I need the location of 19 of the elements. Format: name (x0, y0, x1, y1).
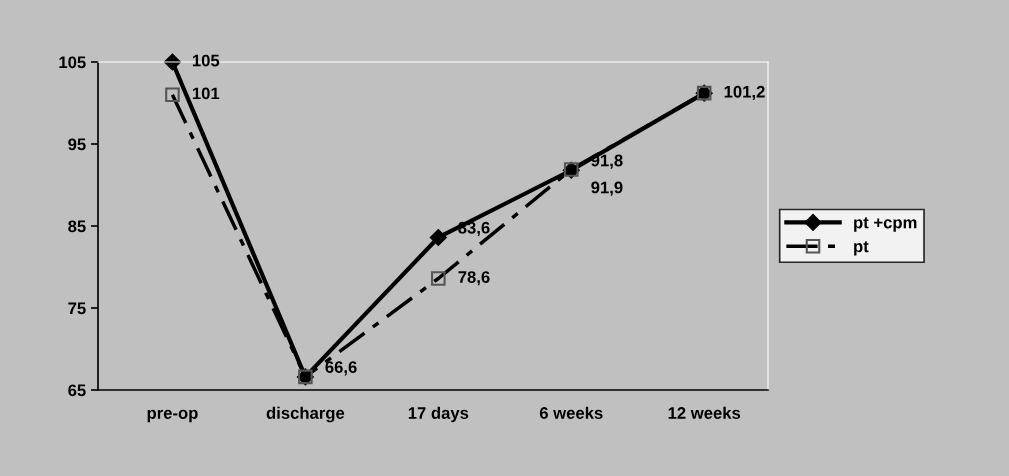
y-tick-label: 95 (68, 138, 86, 151)
point (429, 228, 447, 247)
x-tick-label: discharge (266, 406, 345, 423)
x-tick-label: 6 weeks (539, 406, 603, 419)
y-tick-label: 85 (68, 220, 86, 233)
data-label: 101 (192, 87, 220, 100)
x-tick-label: 12 weeks (668, 406, 741, 419)
y-tick-label: 75 (68, 302, 86, 315)
data-label: 78,6 (458, 271, 490, 286)
legend-label: pt +cpm (854, 217, 917, 232)
y-tick-label: 105 (59, 56, 86, 69)
legend-label: pt (854, 241, 869, 256)
data-label: 66,6 (325, 361, 357, 376)
data-label: 105 (192, 54, 220, 67)
y-tick-label: 65 (68, 384, 86, 397)
data-label: 101,2 (724, 85, 765, 101)
x-tick-label: 17 days (408, 406, 469, 423)
x-tick-label: pre-op (147, 409, 198, 423)
data-label: 91,9 (591, 181, 623, 196)
